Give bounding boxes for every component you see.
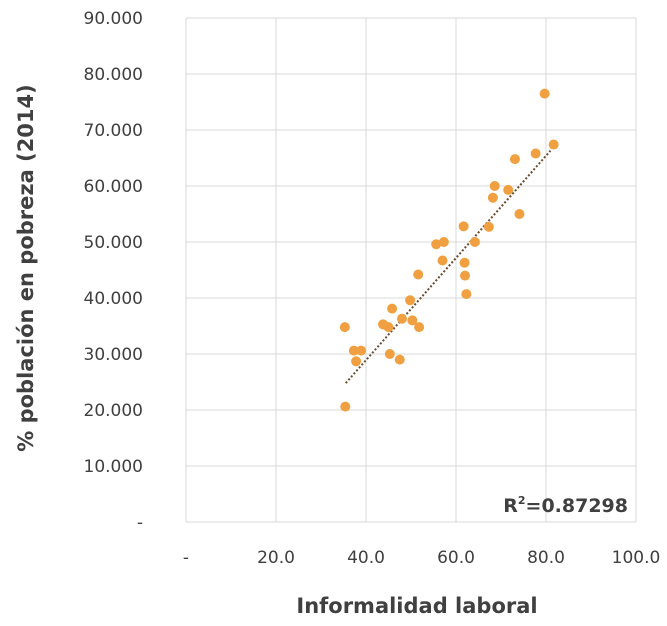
x-tick-label: 20.0 [257,548,295,568]
r-squared-label: R2=0.87298 [503,494,628,517]
data-point-30 [539,88,550,99]
data-point-3 [351,356,362,367]
y-tick-label: 70.000 [84,121,143,141]
data-point-18 [458,221,469,232]
data-point-31 [548,139,559,150]
data-point-20 [460,270,470,281]
x-tick-label: 60.0 [437,548,475,568]
data-point-25 [489,181,500,191]
data-point-29 [530,148,541,159]
y-tick-label: 30.000 [84,345,143,365]
data-point-22 [469,237,480,247]
data-point-0 [339,322,350,333]
data-point-24 [487,192,498,203]
y-tick-label: 40.000 [84,289,143,309]
data-point-2 [348,345,359,356]
y-tick-label: 10.000 [84,457,143,477]
y-tick-label: 50.000 [84,233,143,253]
data-point-4 [356,345,367,356]
y-tick-label: 60.000 [84,177,143,197]
data-point-19 [459,257,470,268]
y-tick-label: 80.000 [84,65,143,85]
data-point-11 [405,295,416,306]
grid-lines [185,17,637,523]
y-axis-tick-labels: - 10.000 20.000 30.000 40.000 50.000 60.000 70.… [84,9,143,533]
y-tick-label: 20.000 [84,401,143,421]
data-point-16 [437,255,448,266]
y-tick-label: 90.000 [84,9,143,29]
x-tick-label: 100.0 [612,548,661,568]
data-point-7 [384,349,395,359]
y-axis-title: % población en pobreza (2014) [14,84,38,452]
data-point-12 [407,315,418,326]
data-point-8 [387,303,398,314]
data-point-17 [438,237,449,247]
data-point-26 [503,184,514,195]
data-point-15 [431,239,442,250]
y-tick-label: - [137,513,143,533]
x-axis-title: Informalidad laboral [296,594,537,618]
data-points [339,88,559,412]
data-point-9 [394,354,405,365]
data-point-27 [509,154,520,165]
data-point-6 [383,322,394,333]
x-tick-label: 80.0 [527,548,565,568]
x-tick-label: 40.0 [347,548,385,568]
data-point-10 [397,313,407,324]
data-point-1 [340,401,351,412]
data-point-13 [413,269,424,280]
data-point-23 [483,221,494,232]
x-tick-label: - [183,548,189,568]
data-point-28 [514,209,525,219]
x-axis-tick-labels: - 20.0 40.0 60.0 80.0 100.0 [183,548,660,568]
data-point-21 [461,289,472,300]
data-point-14 [414,322,425,333]
